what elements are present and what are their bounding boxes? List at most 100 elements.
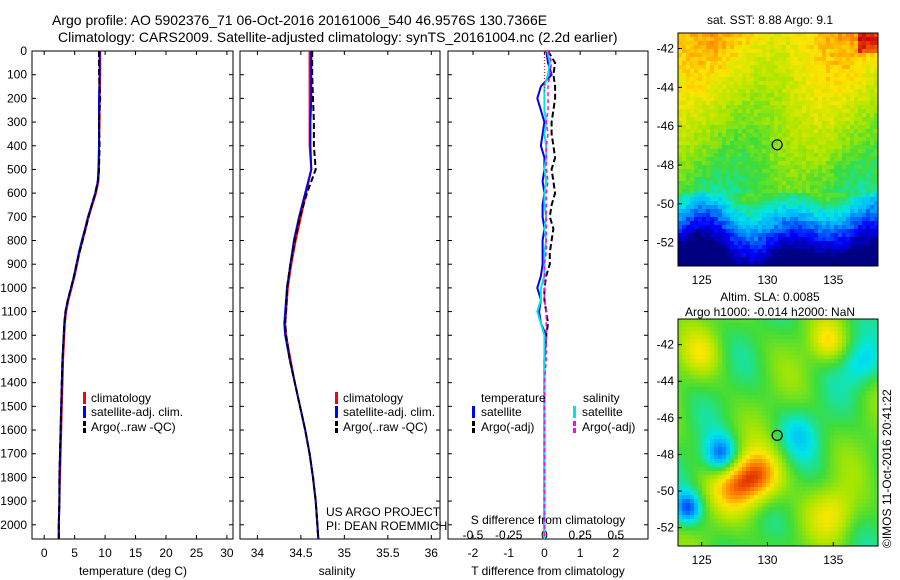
map-cell — [726, 455, 731, 460]
map-cell — [842, 423, 847, 428]
map-cell — [758, 105, 763, 110]
map-cell — [806, 101, 811, 106]
map-cell — [750, 431, 755, 436]
map-cell — [814, 451, 819, 456]
map-cell — [822, 81, 827, 86]
map-cell — [702, 363, 707, 368]
map-cell — [694, 225, 699, 230]
map-cell — [822, 399, 827, 404]
map-cell — [806, 411, 811, 416]
map-cell — [782, 253, 787, 258]
map-cell — [810, 383, 815, 388]
map-cell — [742, 339, 747, 344]
map-cell — [758, 133, 763, 138]
map-cell — [746, 351, 751, 356]
map-cell — [810, 45, 815, 50]
map-cell — [726, 323, 731, 328]
map-cell — [734, 33, 739, 38]
map-cell — [810, 439, 815, 444]
x-tick-label: 35 — [338, 546, 352, 560]
map-cell — [774, 257, 779, 262]
map-cell — [730, 121, 735, 126]
map-cell — [826, 177, 831, 182]
map-cell — [682, 249, 687, 254]
map-cell — [750, 73, 755, 78]
map-cell — [710, 153, 715, 158]
map-cell — [806, 185, 811, 190]
map-cell — [766, 331, 771, 336]
map-cell — [854, 383, 859, 388]
map-cell — [854, 355, 859, 360]
map-cell — [810, 213, 815, 218]
map-cell — [834, 205, 839, 210]
map-cell — [822, 411, 827, 416]
map-cell — [774, 327, 779, 332]
map-cell — [866, 85, 871, 90]
map-cell — [806, 69, 811, 74]
map-cell — [690, 319, 695, 324]
map-cell — [862, 379, 867, 384]
map-cell — [842, 97, 847, 102]
map-cell — [774, 173, 779, 178]
map-cell — [698, 363, 703, 368]
map-cell — [806, 371, 811, 376]
map-cell — [738, 245, 743, 250]
map-cell — [734, 335, 739, 340]
map-cell — [774, 45, 779, 50]
map-cell — [774, 447, 779, 452]
map-cell — [750, 197, 755, 202]
map-cell — [786, 157, 791, 162]
map-cell — [698, 439, 703, 444]
map-cell — [862, 181, 867, 186]
map-cell — [818, 257, 823, 262]
map-cell — [806, 363, 811, 368]
map-cell — [694, 399, 699, 404]
map-cell — [722, 137, 727, 142]
map-cell — [690, 411, 695, 416]
map-cell — [782, 415, 787, 420]
map-cell — [802, 129, 807, 134]
map-cell — [870, 133, 875, 138]
map-cell — [714, 447, 719, 452]
map-cell — [694, 121, 699, 126]
map-cell — [714, 133, 719, 138]
map-cell — [718, 125, 723, 130]
map-cell — [694, 431, 699, 436]
map-cell — [786, 169, 791, 174]
map-cell — [710, 257, 715, 262]
map-cell — [850, 213, 855, 218]
map-cell — [686, 93, 691, 98]
map-cell — [814, 443, 819, 448]
map-cell — [826, 97, 831, 102]
map-cell — [818, 367, 823, 372]
map-cell — [686, 323, 691, 328]
map-cell — [818, 93, 823, 98]
map-cell — [850, 237, 855, 242]
map-cell — [786, 347, 791, 352]
map-cell — [738, 423, 743, 428]
map-cell — [766, 189, 771, 194]
map-cell — [870, 375, 875, 380]
map-cell — [758, 331, 763, 336]
map-cell — [754, 443, 759, 448]
map-cell — [830, 69, 835, 74]
map-cell — [746, 197, 751, 202]
map-cell — [862, 189, 867, 194]
map-cell — [774, 85, 779, 90]
map-cell — [734, 419, 739, 424]
map-cell — [678, 327, 683, 332]
map-cell — [738, 65, 743, 70]
map-cell — [858, 161, 863, 166]
map-cell — [786, 113, 791, 118]
map-cell — [706, 221, 711, 226]
map-cell — [846, 177, 851, 182]
map-cell — [818, 73, 823, 78]
depth-tick-label: 1500 — [0, 399, 27, 413]
map-cell — [838, 399, 843, 404]
map-cell — [726, 339, 731, 344]
map-cell — [690, 431, 695, 436]
map-cell — [750, 327, 755, 332]
map-cell — [702, 319, 707, 324]
map-cell — [838, 447, 843, 452]
map-cell — [802, 245, 807, 250]
